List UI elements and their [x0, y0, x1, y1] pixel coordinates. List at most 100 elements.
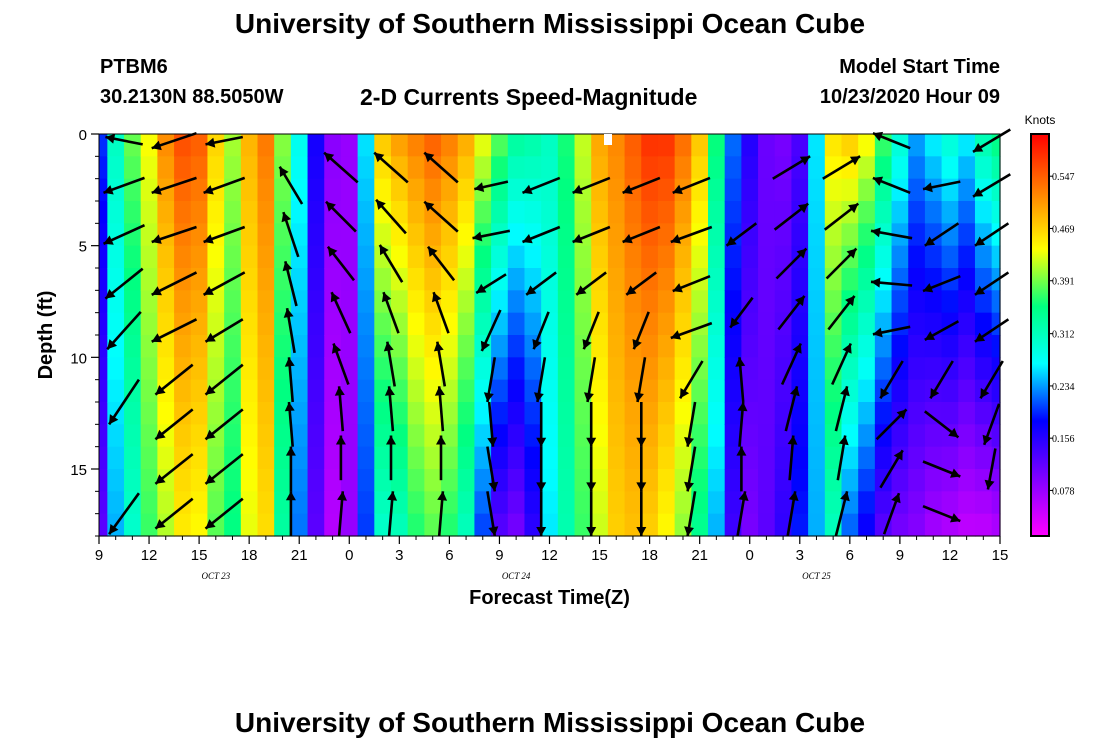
heatmap-cell [257, 201, 275, 224]
heatmap-cell [657, 379, 676, 403]
heatmap-cell [491, 402, 509, 425]
heatmap-cell [908, 469, 926, 492]
x-tick-label: 18 [241, 547, 258, 564]
heatmap-cell [824, 223, 843, 247]
velocity-arrow [834, 385, 850, 432]
y-axis-label: Depth (ft) [35, 291, 57, 380]
heatmap-cell [207, 312, 225, 336]
heatmap-cell [908, 290, 926, 314]
heatmap-cell [374, 469, 392, 492]
heatmap-cell [958, 156, 976, 180]
heatmap-cell [207, 290, 225, 314]
heatmap-cell [491, 379, 509, 403]
heatmap-cell [174, 513, 192, 537]
heatmap-cell [641, 446, 659, 470]
heatmap-cell [708, 245, 726, 269]
heatmap-cell [557, 245, 576, 269]
heatmap-cell [641, 357, 659, 381]
heatmap-cell [290, 312, 309, 336]
heatmap-cell [274, 245, 292, 269]
heatmap-cell [841, 379, 859, 403]
heatmap-cell [758, 424, 776, 448]
heatmap-cell [758, 245, 776, 269]
heatmap-cell [557, 312, 576, 336]
heatmap-cell [958, 424, 976, 448]
heatmap-cell [124, 290, 142, 314]
heatmap-cell [607, 223, 626, 247]
heatmap-cell [357, 424, 375, 448]
heatmap-cell [808, 469, 826, 492]
velocity-arrow [922, 180, 961, 193]
heatmap-cell [641, 268, 659, 291]
heatmap-cell [390, 312, 409, 336]
velocity-arrow [922, 274, 961, 293]
heatmap-cell [824, 268, 843, 291]
heatmap-cell [557, 491, 576, 515]
heatmap-cell [557, 357, 576, 381]
heatmap-cell [424, 245, 442, 269]
heatmap-cell [557, 446, 576, 470]
heatmap-cell [791, 134, 809, 157]
date-label: OCT 23 [201, 571, 230, 581]
heatmap-cell [524, 424, 542, 448]
heatmap-cell [958, 469, 976, 492]
velocity-arrow [586, 491, 597, 536]
velocity-arrow [572, 225, 611, 244]
heatmap-cell [607, 178, 626, 202]
heatmap-cell [908, 446, 926, 470]
heatmap-cell [741, 424, 759, 448]
heatmap-cell [324, 469, 342, 492]
heatmap-cell [708, 156, 726, 180]
heatmap-cell [190, 513, 209, 537]
heatmap-cell [758, 469, 776, 492]
heatmap-cell [507, 335, 526, 358]
velocity-arrow [872, 176, 911, 195]
heatmap-cell [424, 268, 442, 291]
heatmap-cell [791, 223, 809, 247]
heatmap-cell [457, 290, 476, 314]
heatmap-cell [457, 513, 476, 537]
heatmap-cell [591, 513, 609, 537]
heatmap-cell [257, 134, 275, 157]
heatmap-cell [140, 312, 158, 336]
heatmap-cell [858, 491, 876, 515]
heatmap-cell [891, 513, 909, 537]
heatmap-cell [257, 513, 275, 537]
velocity-arrow [875, 408, 908, 441]
heatmap-cell [140, 268, 158, 291]
heatmap-cell [974, 513, 993, 537]
heatmap-cell [741, 335, 759, 358]
heatmap-cell [591, 357, 609, 381]
velocity-arrow [831, 342, 852, 386]
velocity-arrow [922, 460, 961, 478]
heatmap-cell [808, 134, 826, 157]
heatmap-cell [407, 446, 425, 470]
heatmap-cell [874, 446, 893, 470]
velocity-arrow [984, 448, 997, 490]
heatmap-cell [190, 223, 209, 247]
heatmap-cell [290, 513, 309, 537]
heatmap-cell [257, 446, 275, 470]
y-tick-label: 15 [70, 462, 87, 479]
heatmap-cell [290, 446, 309, 470]
heatmap-cell [741, 446, 759, 470]
heatmap-cell [274, 469, 292, 492]
heatmap-cell [541, 245, 559, 269]
heatmap-cell [607, 424, 626, 448]
heatmap-cell [858, 268, 876, 291]
velocity-arrow [586, 402, 597, 447]
heatmap-cell [157, 513, 175, 537]
velocity-arrow [870, 277, 913, 288]
heatmap-cell [124, 156, 142, 180]
heatmap-cell [908, 156, 926, 180]
heatmap-cell [557, 335, 576, 358]
heatmap-cell [557, 178, 576, 202]
heatmap-cell [457, 223, 476, 247]
heatmap-cell [891, 312, 909, 336]
velocity-arrow [386, 435, 396, 481]
heatmap-cell [774, 469, 793, 492]
heatmap-cell [808, 268, 826, 291]
heatmap-cell [374, 446, 392, 470]
heatmap-cell [324, 424, 342, 448]
heatmap-cell [991, 156, 1001, 180]
